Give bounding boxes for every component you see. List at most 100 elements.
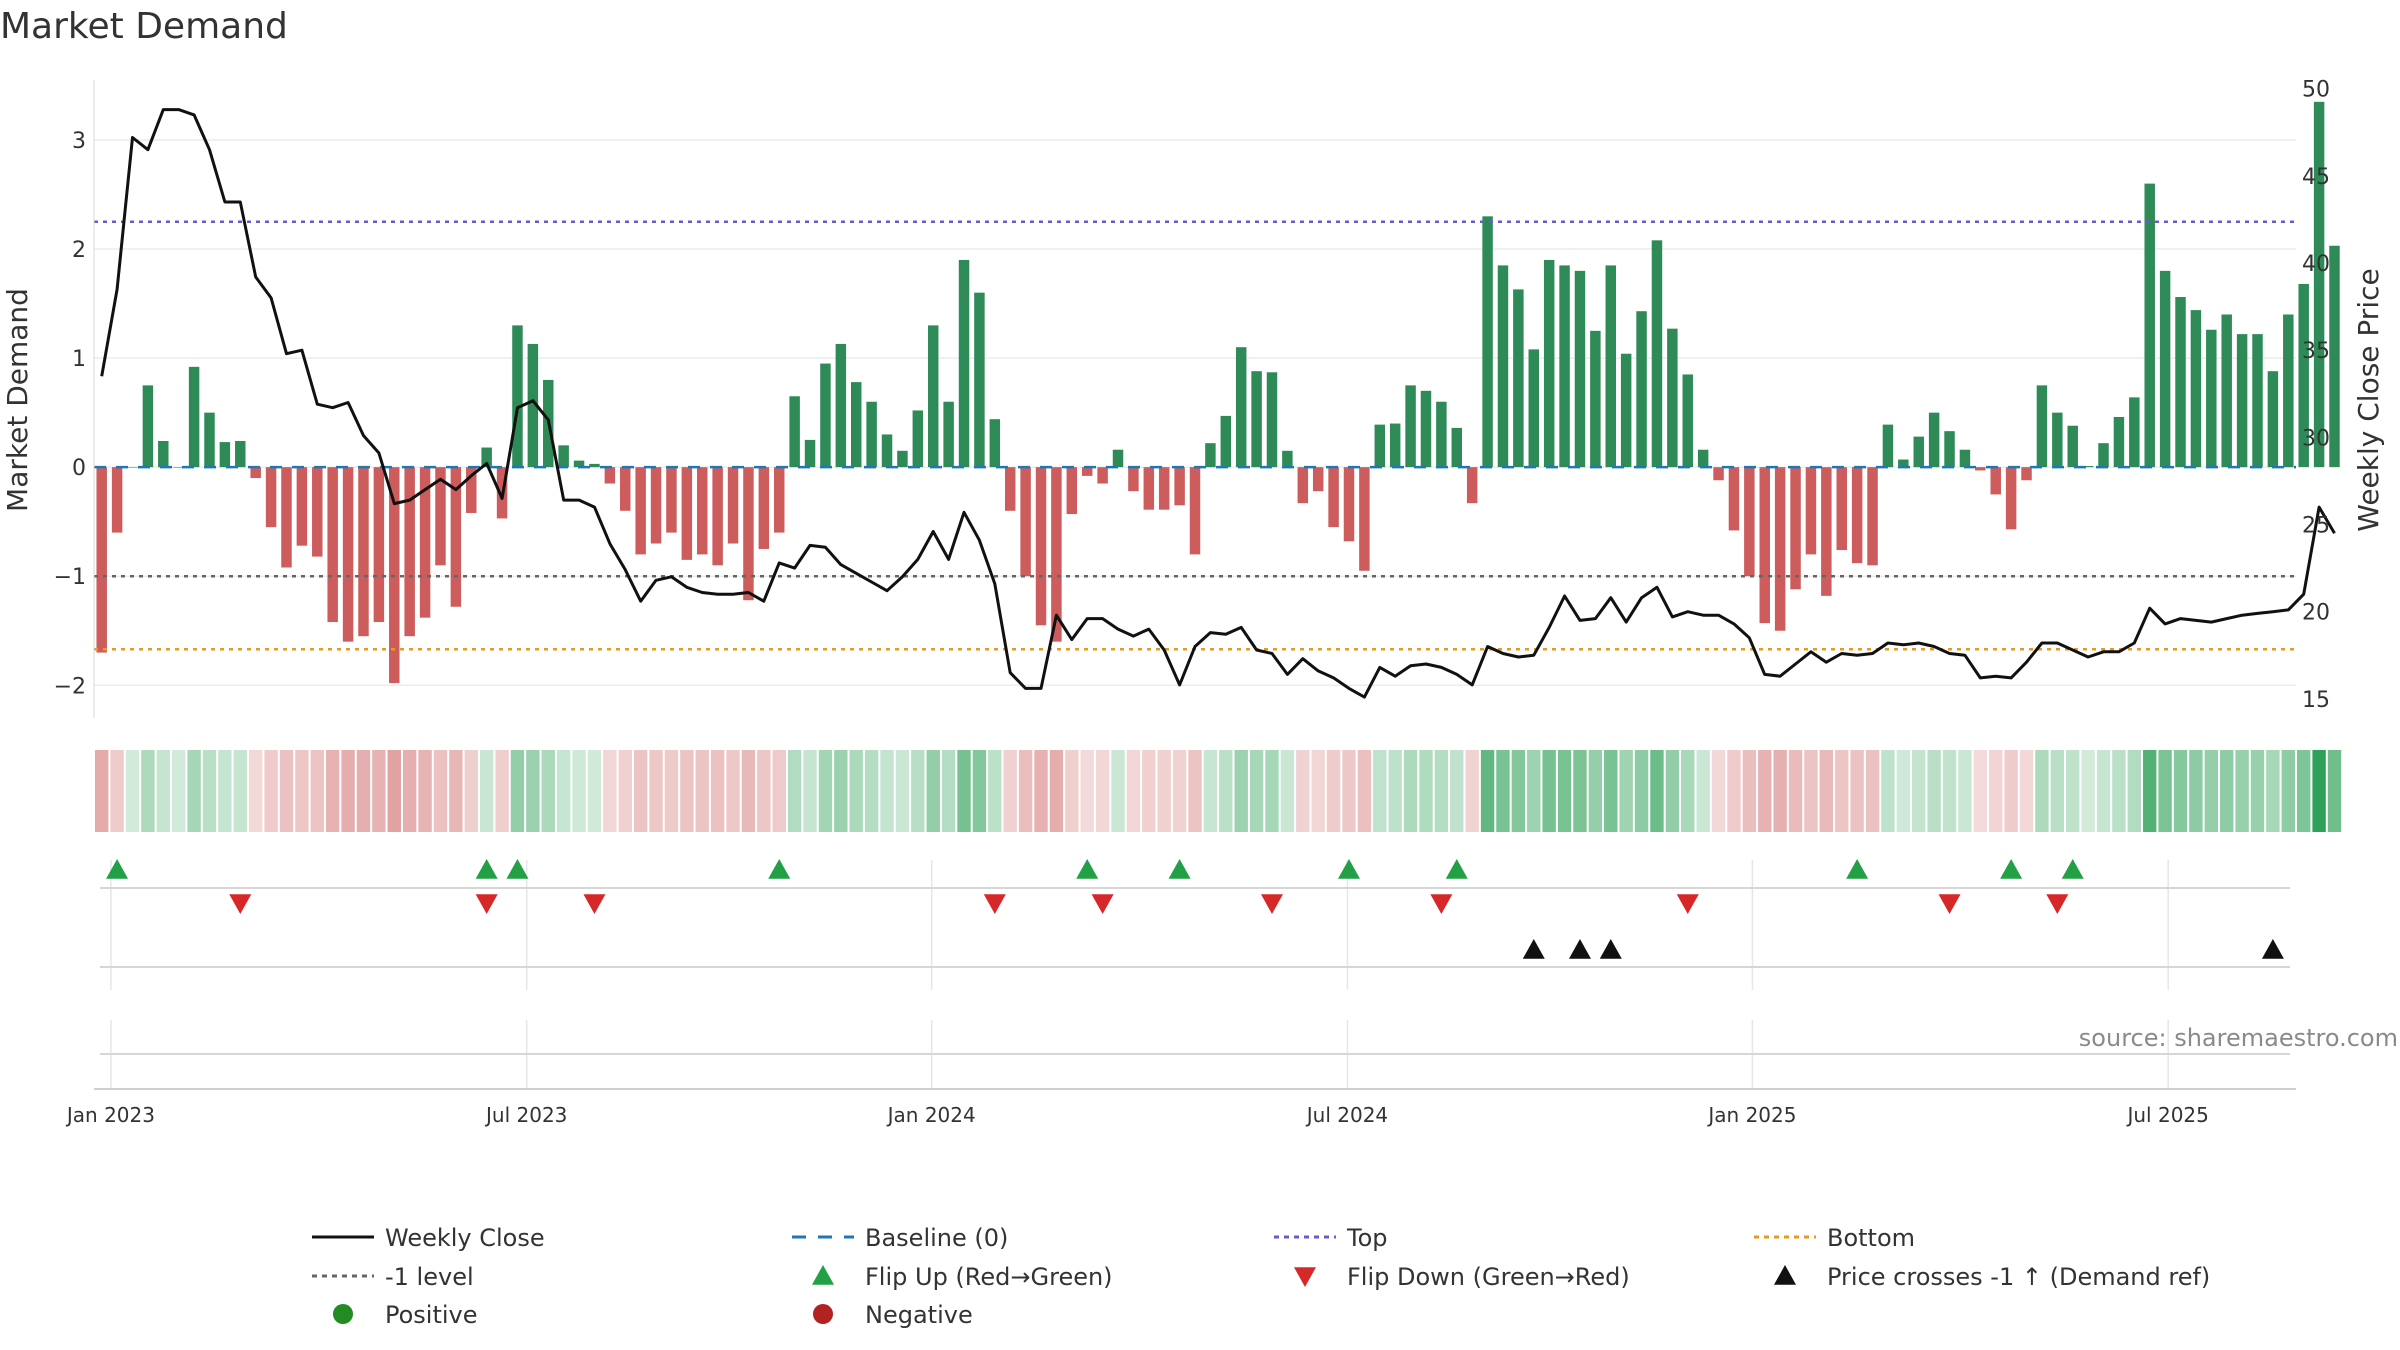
demand-bar bbox=[881, 434, 893, 468]
flip-up-marker bbox=[1076, 859, 1099, 879]
demand-bar bbox=[2036, 385, 2048, 468]
strip-cell bbox=[95, 750, 109, 832]
strip-cell bbox=[1373, 750, 1387, 832]
demand-bars bbox=[96, 101, 2340, 684]
demand-bar bbox=[774, 467, 785, 533]
demand-bar bbox=[281, 467, 292, 568]
demand-bar bbox=[1959, 449, 1971, 468]
demand-bar bbox=[2298, 283, 2309, 468]
strip-cell bbox=[834, 750, 848, 832]
strip-cell bbox=[1542, 750, 1556, 832]
strip-cell bbox=[418, 750, 432, 832]
strip-cell bbox=[880, 750, 894, 832]
strip-cell bbox=[1742, 750, 1757, 832]
legend-label: Positive bbox=[385, 1301, 478, 1329]
strip-cell bbox=[1034, 750, 1048, 832]
strip-cell bbox=[1573, 750, 1587, 832]
legend-swatch-triangle-up bbox=[812, 1265, 834, 1285]
strip-cell bbox=[1773, 750, 1787, 832]
strip-cell bbox=[1018, 750, 1033, 832]
demand-bar bbox=[850, 382, 862, 468]
demand-bar bbox=[2052, 412, 2063, 468]
demand-bar bbox=[527, 343, 539, 468]
demand-bar bbox=[958, 259, 970, 468]
y-tick-label: 3 bbox=[72, 129, 86, 154]
strip-cell bbox=[695, 750, 709, 832]
strip-cell bbox=[1280, 750, 1295, 832]
demand-bar bbox=[1297, 467, 1309, 504]
strip-cell bbox=[1419, 750, 1433, 832]
strip-cell bbox=[2127, 750, 2142, 832]
strip-cell bbox=[2220, 750, 2234, 832]
strip-cell bbox=[2250, 750, 2265, 832]
strip-cell bbox=[972, 750, 987, 832]
strip-cell bbox=[1188, 750, 1202, 832]
demand-bar bbox=[1420, 390, 1432, 468]
legend-label: Baseline (0) bbox=[865, 1224, 1008, 1252]
demand-bar bbox=[2329, 245, 2340, 468]
demand-bar bbox=[481, 447, 492, 468]
demand-bar bbox=[1805, 467, 1817, 555]
legend-swatch-triangle-down bbox=[1294, 1267, 1316, 1287]
demand-bar bbox=[1744, 467, 1755, 577]
strip-cell bbox=[772, 750, 786, 832]
demand-bar bbox=[1975, 467, 1986, 471]
legend-label: Top bbox=[1346, 1224, 1388, 1252]
y-tick-label: −1 bbox=[54, 565, 86, 590]
demand-bar bbox=[989, 419, 1001, 468]
strip-cell bbox=[1203, 750, 1218, 832]
y2-axis-label: Weekly Close Price bbox=[2352, 268, 2385, 531]
strip-cell bbox=[1249, 750, 1264, 832]
strip-cell bbox=[1727, 750, 1741, 832]
demand-bar bbox=[1205, 443, 1216, 468]
strip-cell bbox=[1804, 750, 1818, 832]
demand-bar bbox=[1312, 467, 1324, 492]
flip-up-marker bbox=[1846, 859, 1869, 879]
demand-bar bbox=[204, 412, 215, 468]
demand-bar bbox=[235, 440, 246, 468]
demand-bar bbox=[312, 467, 323, 557]
demand-bar bbox=[2190, 310, 2202, 468]
legend-label: Negative bbox=[865, 1301, 973, 1329]
y-tick-label: 2 bbox=[72, 238, 86, 263]
demand-bar bbox=[2113, 416, 2125, 468]
demand-bar bbox=[1112, 449, 1124, 468]
strip-cell bbox=[1403, 750, 1418, 832]
demand-bar bbox=[912, 410, 924, 468]
strip-cell bbox=[1912, 750, 1926, 832]
demand-bar bbox=[573, 460, 585, 468]
demand-bar bbox=[1128, 467, 1139, 492]
strip-cell bbox=[372, 750, 386, 832]
flip-up-marker bbox=[1168, 859, 1191, 879]
demand-bar bbox=[681, 467, 693, 560]
strip-cell bbox=[787, 750, 802, 832]
demand-bar bbox=[1882, 424, 1894, 468]
strip-cell bbox=[680, 750, 694, 832]
demand-bar bbox=[1143, 467, 1155, 510]
legend-swatch-dot-marker bbox=[333, 1304, 353, 1324]
strip-cell bbox=[1758, 750, 1772, 832]
strip-cell bbox=[941, 750, 956, 832]
demand-bar bbox=[1174, 467, 1185, 506]
demand-bar bbox=[589, 463, 600, 468]
demand-bar bbox=[1836, 467, 1847, 551]
strip-cell bbox=[849, 750, 863, 832]
axes: −2 −1 0 1 2 3 15 20 25 30 35 40 45 50 Jan 2023 Jul 2023… bbox=[54, 78, 2330, 1127]
demand-bar bbox=[435, 467, 446, 566]
flip-down-marker bbox=[2046, 894, 2069, 914]
strip-cell bbox=[110, 750, 124, 832]
strip-cell bbox=[1711, 750, 1726, 832]
demand-bar bbox=[1051, 467, 1062, 642]
strip-cell bbox=[572, 750, 586, 832]
demand-bar bbox=[666, 467, 677, 533]
demand-bar bbox=[1697, 449, 1709, 468]
demand-bar bbox=[2267, 371, 2279, 468]
strip-cell bbox=[726, 750, 740, 832]
strip-cell bbox=[957, 750, 971, 832]
strip-cell bbox=[2189, 750, 2203, 832]
strip-cell bbox=[1311, 750, 1325, 832]
strip-cell bbox=[202, 750, 217, 832]
y2-tick-label: 25 bbox=[2302, 514, 2330, 539]
strip-cell bbox=[1496, 750, 1510, 832]
